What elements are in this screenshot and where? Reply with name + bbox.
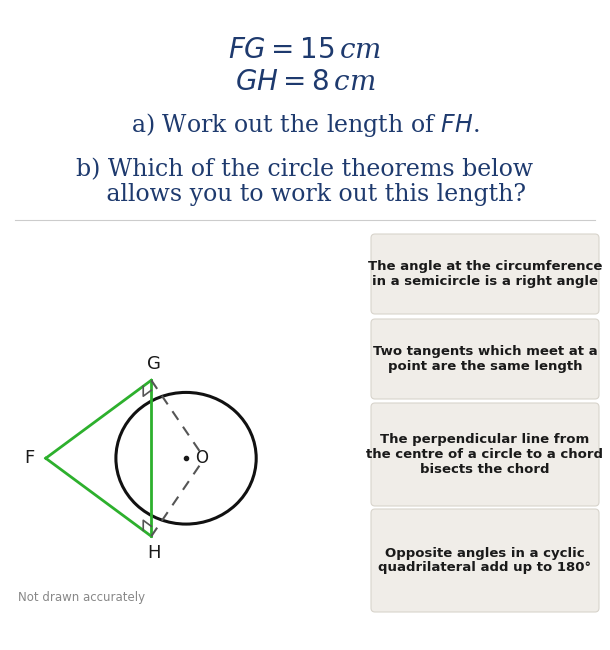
FancyBboxPatch shape bbox=[371, 403, 599, 506]
Text: $\mathit{GH}$$ = 8\,$cm: $\mathit{GH}$$ = 8\,$cm bbox=[235, 68, 375, 96]
Text: The angle at the circumference
in a semicircle is a right angle: The angle at the circumference in a semi… bbox=[368, 260, 602, 288]
Text: a) Work out the length of $\mathit{FH}$.: a) Work out the length of $\mathit{FH}$. bbox=[131, 111, 479, 139]
Text: H: H bbox=[148, 544, 161, 562]
Text: b) Which of the circle theorems below: b) Which of the circle theorems below bbox=[76, 159, 534, 181]
Text: O: O bbox=[196, 449, 209, 467]
FancyBboxPatch shape bbox=[371, 509, 599, 612]
Text: The perpendicular line from
the centre of a circle to a chord
bisects the chord: The perpendicular line from the centre o… bbox=[367, 433, 603, 476]
Text: G: G bbox=[148, 356, 161, 373]
FancyBboxPatch shape bbox=[371, 319, 599, 399]
Text: Opposite angles in a cyclic
quadrilateral add up to 180°: Opposite angles in a cyclic quadrilatera… bbox=[378, 547, 592, 575]
Text: Two tangents which meet at a
point are the same length: Two tangents which meet at a point are t… bbox=[373, 345, 597, 373]
Text: F: F bbox=[24, 449, 35, 467]
Text: Not drawn accurately: Not drawn accurately bbox=[18, 592, 145, 604]
Text: $\mathit{FG}$$ = 15\,$cm: $\mathit{FG}$$ = 15\,$cm bbox=[228, 36, 382, 64]
Text: allows you to work out this length?: allows you to work out this length? bbox=[84, 183, 526, 207]
FancyBboxPatch shape bbox=[371, 234, 599, 314]
